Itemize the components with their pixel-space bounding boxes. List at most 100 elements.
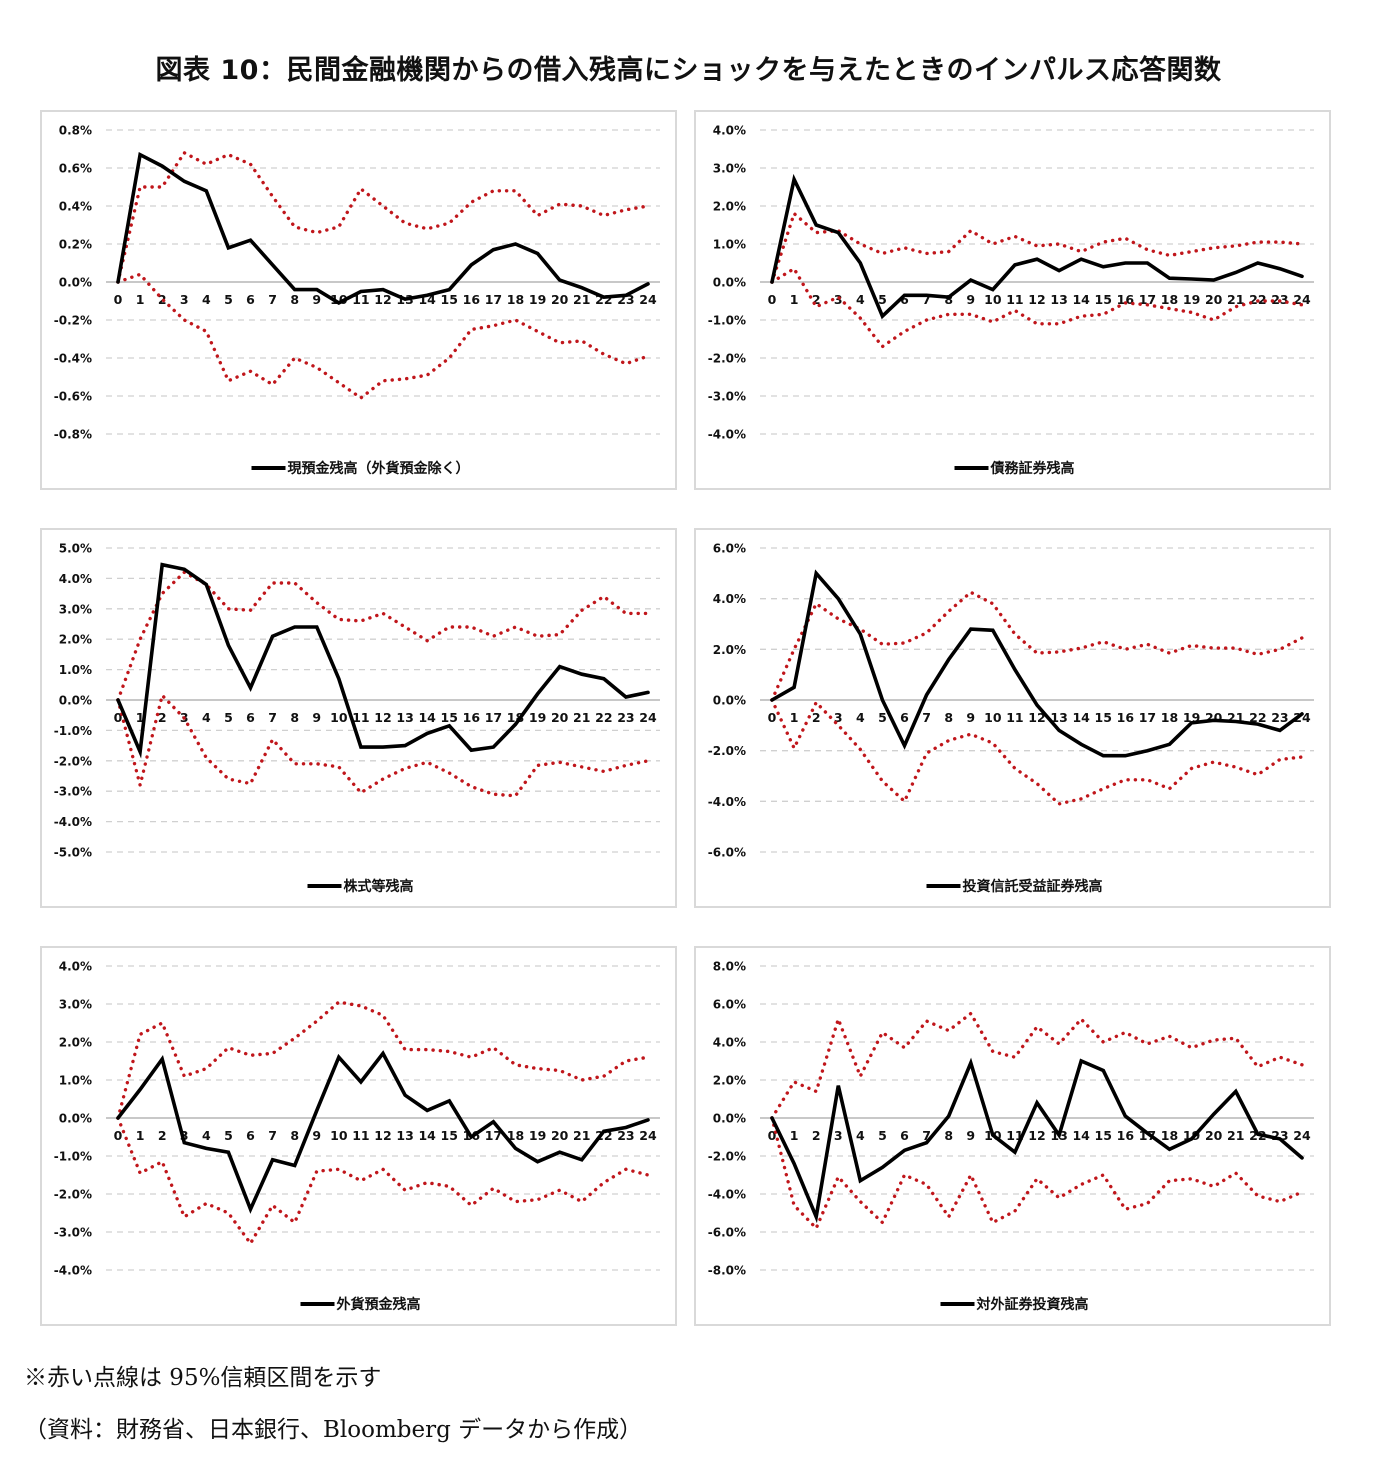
- chart-svg: 4.0% 3.0% 2.0% 1.0% 0.0% -1.0% -2.0% -3.0% -4.0%…: [54, 960, 660, 1313]
- y-tick-label: 3.0%: [59, 998, 92, 1012]
- x-tick-label: 6: [246, 710, 255, 725]
- y-tick-label: 0.0%: [713, 276, 746, 290]
- chart-svg: 8.0% 6.0% 4.0% 2.0% 0.0% -2.0% -4.0% -6.0% -8.0%…: [708, 960, 1314, 1313]
- upper-confidence-line: [116, 151, 650, 284]
- x-tick-label: 21: [1227, 292, 1244, 307]
- x-tick-label: 11: [1006, 710, 1023, 725]
- x-tick-label: 2: [158, 1128, 167, 1143]
- chart-panel-cash-deposits: 0.8% 0.6% 0.4% 0.2% 0.0% -0.2% -0.4% -0.6% -0.8%…: [40, 110, 677, 490]
- chart-svg: 6.0%4.0%2.0%0.0%-2.0%-4.0%-6.0%0 1 2 3 4 5 6 7 8…: [708, 542, 1314, 895]
- x-tick-label: 17: [485, 292, 502, 307]
- x-tick-label: 15: [1095, 1128, 1112, 1143]
- x-tick-label: 1: [136, 1128, 145, 1143]
- lower-confidence-line: [116, 1116, 650, 1246]
- source-note: （資料：財務省、日本銀行、Bloomberg データから作成）: [24, 1417, 643, 1443]
- y-tick-label: 0.0%: [713, 1112, 746, 1126]
- x-tick-label: 5: [878, 292, 887, 307]
- x-tick-label: 7: [922, 292, 931, 307]
- x-tick-label: 7: [268, 710, 277, 725]
- x-tick-label: 21: [573, 1128, 590, 1143]
- x-tick-label: 17: [1139, 292, 1156, 307]
- chart-svg: 4.0% 3.0% 2.0% 1.0% 0.0% -1.0% -2.0% -3.0% -4.0%…: [708, 124, 1314, 477]
- y-tick-label: -2.0%: [708, 1150, 746, 1164]
- y-tick-label: 8.0%: [713, 960, 746, 974]
- x-tick-label: 11: [1006, 292, 1023, 307]
- x-tick-label: 3: [834, 292, 843, 307]
- chart-panel-equities: 5.0% 4.0% 3.0% 2.0% 1.0% 0.0% -1.0% -2.0% -3.0% -…: [40, 528, 677, 908]
- x-tick-label: 6: [900, 292, 909, 307]
- x-tick-label: 4: [856, 292, 865, 307]
- x-tick-label: 2: [812, 710, 821, 725]
- x-tick-label: 3: [834, 710, 843, 725]
- x-tick-label: 7: [268, 1128, 277, 1143]
- x-tick-label: 16: [1117, 1128, 1135, 1143]
- y-tick-label: 0.2%: [59, 238, 92, 252]
- x-tick-label: 21: [573, 710, 590, 725]
- lower-confidence-line: [770, 698, 1304, 806]
- y-tick-label: -4.0%: [708, 795, 746, 809]
- y-tick-label: 2.0%: [713, 643, 746, 657]
- y-tick-label: 0.0%: [713, 694, 746, 708]
- x-tick-label: 23: [617, 1128, 634, 1143]
- x-tick-label: 4: [202, 1128, 211, 1143]
- x-tick-label: 22: [1249, 710, 1266, 725]
- x-tick-label: 19: [1183, 292, 1200, 307]
- x-tick-label: 13: [1050, 710, 1067, 725]
- x-tick-label: 0: [114, 710, 123, 725]
- x-tick-label: 1: [136, 710, 145, 725]
- x-tick-label: 23: [1271, 710, 1288, 725]
- y-tick-label: 0.6%: [59, 162, 92, 176]
- legend-label: 外貨預金残高: [337, 1296, 421, 1313]
- chart-svg: 5.0% 4.0% 3.0% 2.0% 1.0% 0.0% -1.0% -2.0% -3.0% -…: [54, 542, 660, 895]
- response-line: [116, 151, 650, 305]
- x-tick-label: 10: [330, 292, 348, 307]
- upper-confidence-line: [770, 590, 1304, 702]
- x-tick-label: 5: [878, 1128, 887, 1143]
- x-tick-label: 8: [290, 292, 299, 307]
- response-line: [770, 173, 1304, 320]
- y-tick-label: -6.0%: [708, 1226, 746, 1240]
- x-tick-label: 12: [1028, 1128, 1045, 1143]
- x-tick-label: 13: [396, 710, 413, 725]
- y-tick-label: -3.0%: [708, 390, 746, 404]
- x-tick-label: 20: [551, 1128, 569, 1143]
- legend-label: 株式等残高: [344, 878, 414, 895]
- y-tick-label: 5.0%: [59, 542, 92, 556]
- x-tick-label: 12: [1028, 292, 1045, 307]
- x-tick-label: 1: [790, 710, 799, 725]
- lower-confidence-line: [770, 266, 1304, 349]
- x-tick-label: 3: [180, 292, 189, 307]
- y-tick-label: 1.0%: [59, 1074, 92, 1088]
- x-tick-label: 1: [136, 292, 145, 307]
- y-tick-label: -0.4%: [54, 352, 92, 366]
- x-tick-label: 1: [790, 292, 799, 307]
- y-tick-label: 2.0%: [59, 1036, 92, 1050]
- y-tick-label: -0.6%: [54, 390, 92, 404]
- response-line: [116, 1050, 650, 1214]
- x-tick-label: 2: [158, 710, 167, 725]
- x-tick-label: 20: [551, 710, 569, 725]
- upper-confidence-line: [116, 1000, 650, 1120]
- x-tick-label: 18: [1161, 1128, 1178, 1143]
- legend-label: 投資信託受益証券残高: [963, 878, 1103, 895]
- x-tick-label: 19: [529, 292, 546, 307]
- x-tick-label: 6: [246, 1128, 255, 1143]
- x-tick-label: 4: [202, 710, 211, 725]
- x-tick-label: 14: [1072, 1128, 1090, 1143]
- x-tick-label: 12: [374, 1128, 391, 1143]
- x-tick-label: 5: [224, 710, 233, 725]
- legend-label: 現預金残高（外貨預金除く）: [288, 460, 470, 477]
- x-tick-label: 7: [922, 1128, 931, 1143]
- x-tick-label: 9: [966, 1128, 975, 1143]
- legend-label: 対外証券投資残高: [976, 1296, 1089, 1313]
- x-tick-label: 13: [396, 1128, 413, 1143]
- x-tick-label: 23: [617, 710, 634, 725]
- x-tick-label: 9: [966, 292, 975, 307]
- y-tick-label: -3.0%: [54, 785, 92, 799]
- x-tick-label: 12: [1028, 710, 1045, 725]
- y-tick-label: 3.0%: [713, 162, 746, 176]
- x-tick-label: 14: [418, 710, 436, 725]
- chart-panel-debt-securities: 4.0% 3.0% 2.0% 1.0% 0.0% -1.0% -2.0% -3.0% -4.0%…: [694, 110, 1331, 490]
- y-tick-label: -2.0%: [54, 1188, 92, 1202]
- x-tick-label: 9: [312, 710, 321, 725]
